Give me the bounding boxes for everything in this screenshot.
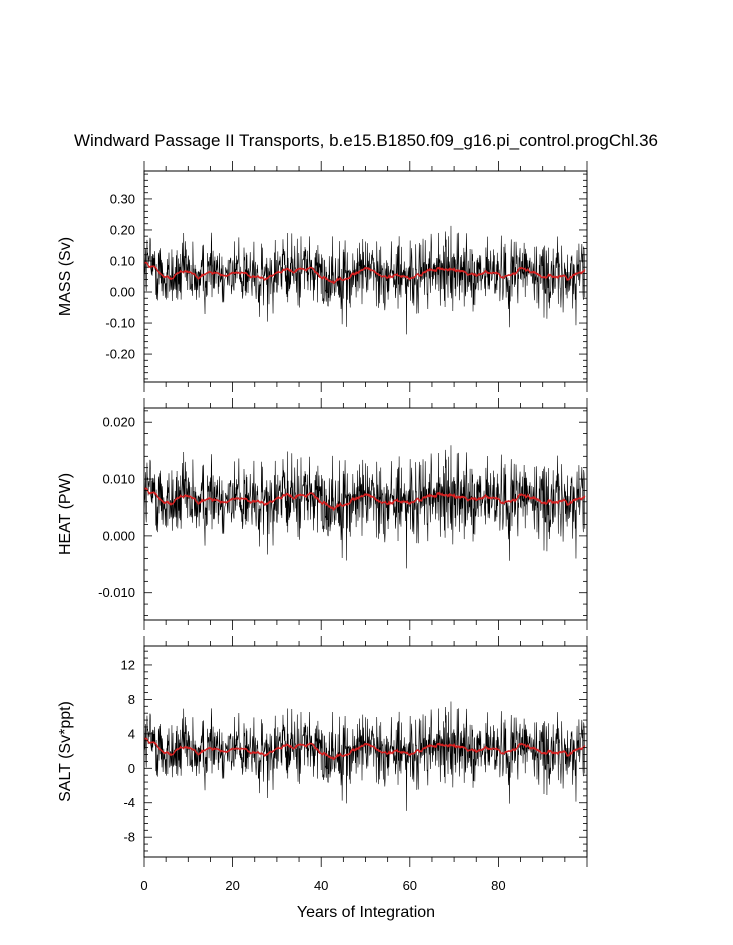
salt-raw-series <box>144 701 586 811</box>
y-tick-label: 0 <box>128 761 135 776</box>
salt-smoothed-series <box>144 737 586 761</box>
x-axis-label: Years of Integration <box>297 904 435 921</box>
x-tick-label: 40 <box>314 878 328 893</box>
heat-raw-series <box>144 445 586 569</box>
salt-y-axis-label: SALT (Sv*ppt) <box>57 701 74 802</box>
y-tick-label: -0.10 <box>105 316 135 331</box>
x-tick-label: 20 <box>225 878 239 893</box>
heat-plot-frame <box>143 407 588 621</box>
y-tick-label: 0.010 <box>102 472 135 487</box>
heat-y-axis-label: HEAT (PW) <box>57 473 74 555</box>
y-tick-label: 0.000 <box>102 528 135 543</box>
x-tick-label: 0 <box>140 878 147 893</box>
x-tick-label: 60 <box>403 878 417 893</box>
y-tick-label: 0.10 <box>110 253 135 268</box>
mass-raw-series <box>144 225 586 335</box>
y-tick-label: -0.20 <box>105 347 135 362</box>
salt-panel: -8 -4 0 4 8 12 0 20 40 60 80 SALT (Sv*ppt) <box>57 636 588 893</box>
chart-title: Windward Passage II Transports, b.e15.B1… <box>74 131 658 150</box>
heat-panel: -0.010 0.000 0.010 0.020 HEAT (PW) <box>57 398 588 630</box>
y-tick-label: 12 <box>121 657 135 672</box>
mass-smoothed-series <box>144 261 586 285</box>
y-tick-label: 0.020 <box>102 415 135 430</box>
mass-panel: -0.20 -0.10 0.00 0.10 0.20 0.30 MASS (Sv) <box>57 161 588 392</box>
y-tick-label: -0.010 <box>98 585 135 600</box>
x-tick-label: 80 <box>491 878 505 893</box>
mass-y-axis-label: MASS (Sv) <box>57 237 74 316</box>
y-tick-label: -8 <box>123 830 135 845</box>
heat-smoothed-series <box>144 487 586 512</box>
y-tick-label: 0.30 <box>110 191 135 206</box>
y-tick-label: 0.20 <box>110 222 135 237</box>
y-tick-label: 0.00 <box>110 285 135 300</box>
y-tick-label: -4 <box>123 795 135 810</box>
y-tick-label: 4 <box>128 726 135 741</box>
y-tick-label: 8 <box>128 692 135 707</box>
